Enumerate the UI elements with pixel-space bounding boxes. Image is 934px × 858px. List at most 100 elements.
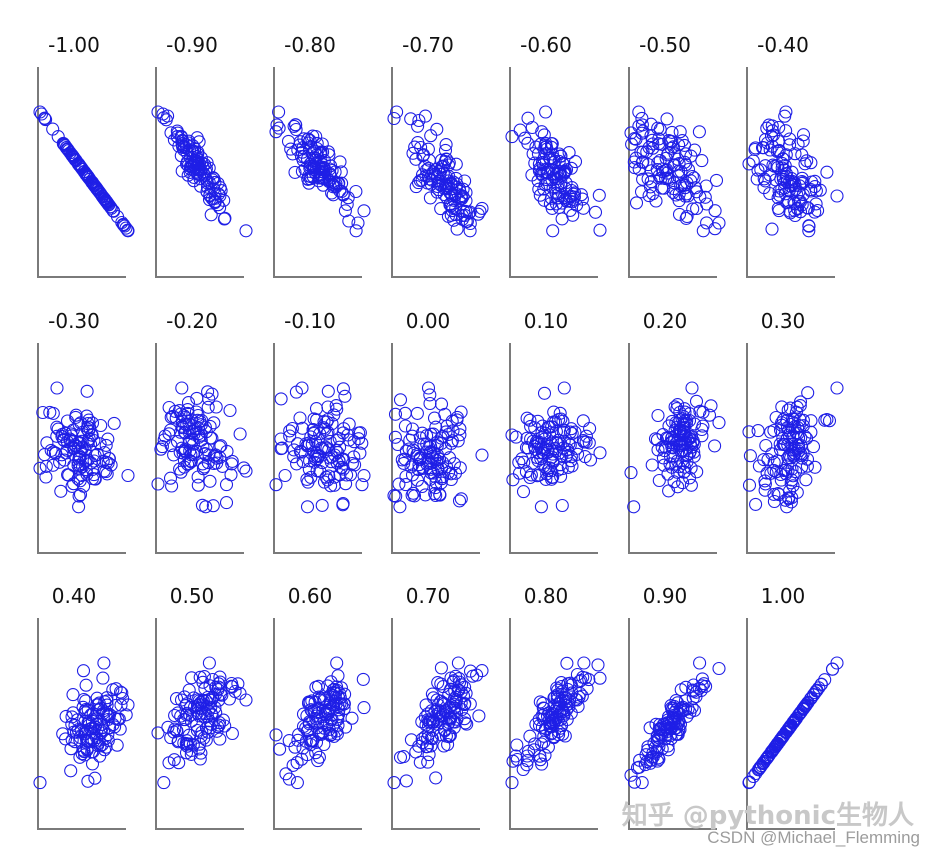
scatter-point <box>321 384 335 398</box>
scatter-point <box>780 500 794 514</box>
scatter-panel: -0.80 <box>269 33 371 278</box>
scatter-point <box>407 489 422 503</box>
scatter-point <box>283 424 297 438</box>
scatter-point <box>96 671 110 685</box>
scatter-point <box>660 163 674 177</box>
scatter-point <box>524 432 538 446</box>
scatter-point <box>321 425 335 439</box>
scatter-point <box>51 422 65 436</box>
scatter-point <box>561 460 575 474</box>
scatter-point <box>177 690 192 704</box>
scatter-point <box>62 468 76 482</box>
scatter-point <box>171 734 186 748</box>
scatter-point <box>692 125 706 139</box>
scatter-point <box>46 445 60 459</box>
scatter-point <box>796 419 810 433</box>
scatter-point <box>200 180 215 194</box>
scatter-point <box>700 197 714 211</box>
scatter-point <box>553 406 567 420</box>
scatter-point <box>389 489 403 503</box>
scatter-point <box>320 427 334 441</box>
scatter-point <box>163 471 178 485</box>
scatter-point <box>97 656 111 670</box>
scatter-point <box>193 670 207 684</box>
scatter-point <box>804 156 818 170</box>
scatter-point <box>91 736 105 750</box>
scatter-point <box>550 693 564 707</box>
scatter-point <box>647 736 661 750</box>
scatter-point <box>557 434 571 448</box>
scatter-point <box>436 696 450 710</box>
scatter-point <box>551 436 565 450</box>
scatter-point <box>85 757 100 771</box>
scatter-point <box>686 436 700 450</box>
scatter-point <box>393 750 408 764</box>
scatter-point <box>574 188 588 202</box>
scatter-point <box>568 155 583 169</box>
scatter-point <box>33 461 47 475</box>
scatter-point <box>209 680 223 694</box>
scatter-point <box>521 744 536 758</box>
scatter-point <box>809 197 823 211</box>
scatter-point <box>752 459 766 473</box>
scatter-point <box>193 414 207 428</box>
scatter-point <box>321 145 335 159</box>
scatter-point <box>117 219 132 233</box>
panel-title: -1.00 <box>48 33 100 57</box>
scatter-point <box>583 421 597 436</box>
scatter-point <box>790 201 804 215</box>
panel-axes <box>509 343 598 554</box>
scatter-point <box>557 423 571 437</box>
scatter-point <box>279 767 293 781</box>
scatter-point <box>704 399 718 413</box>
scatter-point <box>569 692 583 706</box>
scatter-point <box>113 685 128 699</box>
scatter-point <box>64 742 78 756</box>
scatter-point <box>334 461 348 475</box>
scatter-point <box>547 405 561 419</box>
scatter-point <box>654 721 668 735</box>
scatter-point <box>206 690 220 705</box>
scatter-point <box>788 208 802 223</box>
scatter-point <box>197 670 211 684</box>
scatter-point <box>542 420 557 434</box>
scatter-point <box>197 460 211 474</box>
scatter-point <box>808 180 822 194</box>
scatter-point <box>319 470 333 484</box>
scatter-point <box>210 456 224 470</box>
scatter-panel: 0.00 <box>387 309 489 554</box>
scatter-point <box>689 394 704 408</box>
scatter-point <box>177 453 191 467</box>
scatter-point <box>808 460 822 474</box>
scatter-point <box>39 459 53 473</box>
scatter-point <box>193 172 207 186</box>
scatter-point <box>287 119 301 133</box>
scatter-point <box>357 469 371 483</box>
scatter-point <box>172 404 186 418</box>
scatter-point <box>505 130 519 144</box>
scatter-point <box>630 761 645 775</box>
scatter-point <box>802 219 816 233</box>
watermark-zhihu: 知乎 @pythonic生物人 <box>621 801 914 831</box>
scatter-point <box>661 467 675 481</box>
scatter-point <box>180 737 195 751</box>
scatter-point <box>565 195 579 209</box>
scatter-point <box>633 753 647 767</box>
scatter-point <box>338 204 352 218</box>
scatter-point <box>672 207 687 221</box>
scatter-point <box>512 455 526 469</box>
scatter-point <box>421 381 436 395</box>
scatter-point <box>329 399 343 413</box>
scatter-point <box>743 449 757 463</box>
scatter-point <box>223 403 237 418</box>
panel-axes <box>509 618 598 830</box>
scatter-point <box>437 187 451 202</box>
scatter-point <box>532 164 546 178</box>
panel-title: 0.90 <box>643 584 688 608</box>
scatter-point <box>436 680 450 694</box>
scatter-point <box>425 173 439 187</box>
scatter-point <box>186 139 200 153</box>
scatter-point <box>580 682 594 696</box>
panel-title: -0.30 <box>48 309 100 333</box>
scatter-point <box>175 381 189 395</box>
